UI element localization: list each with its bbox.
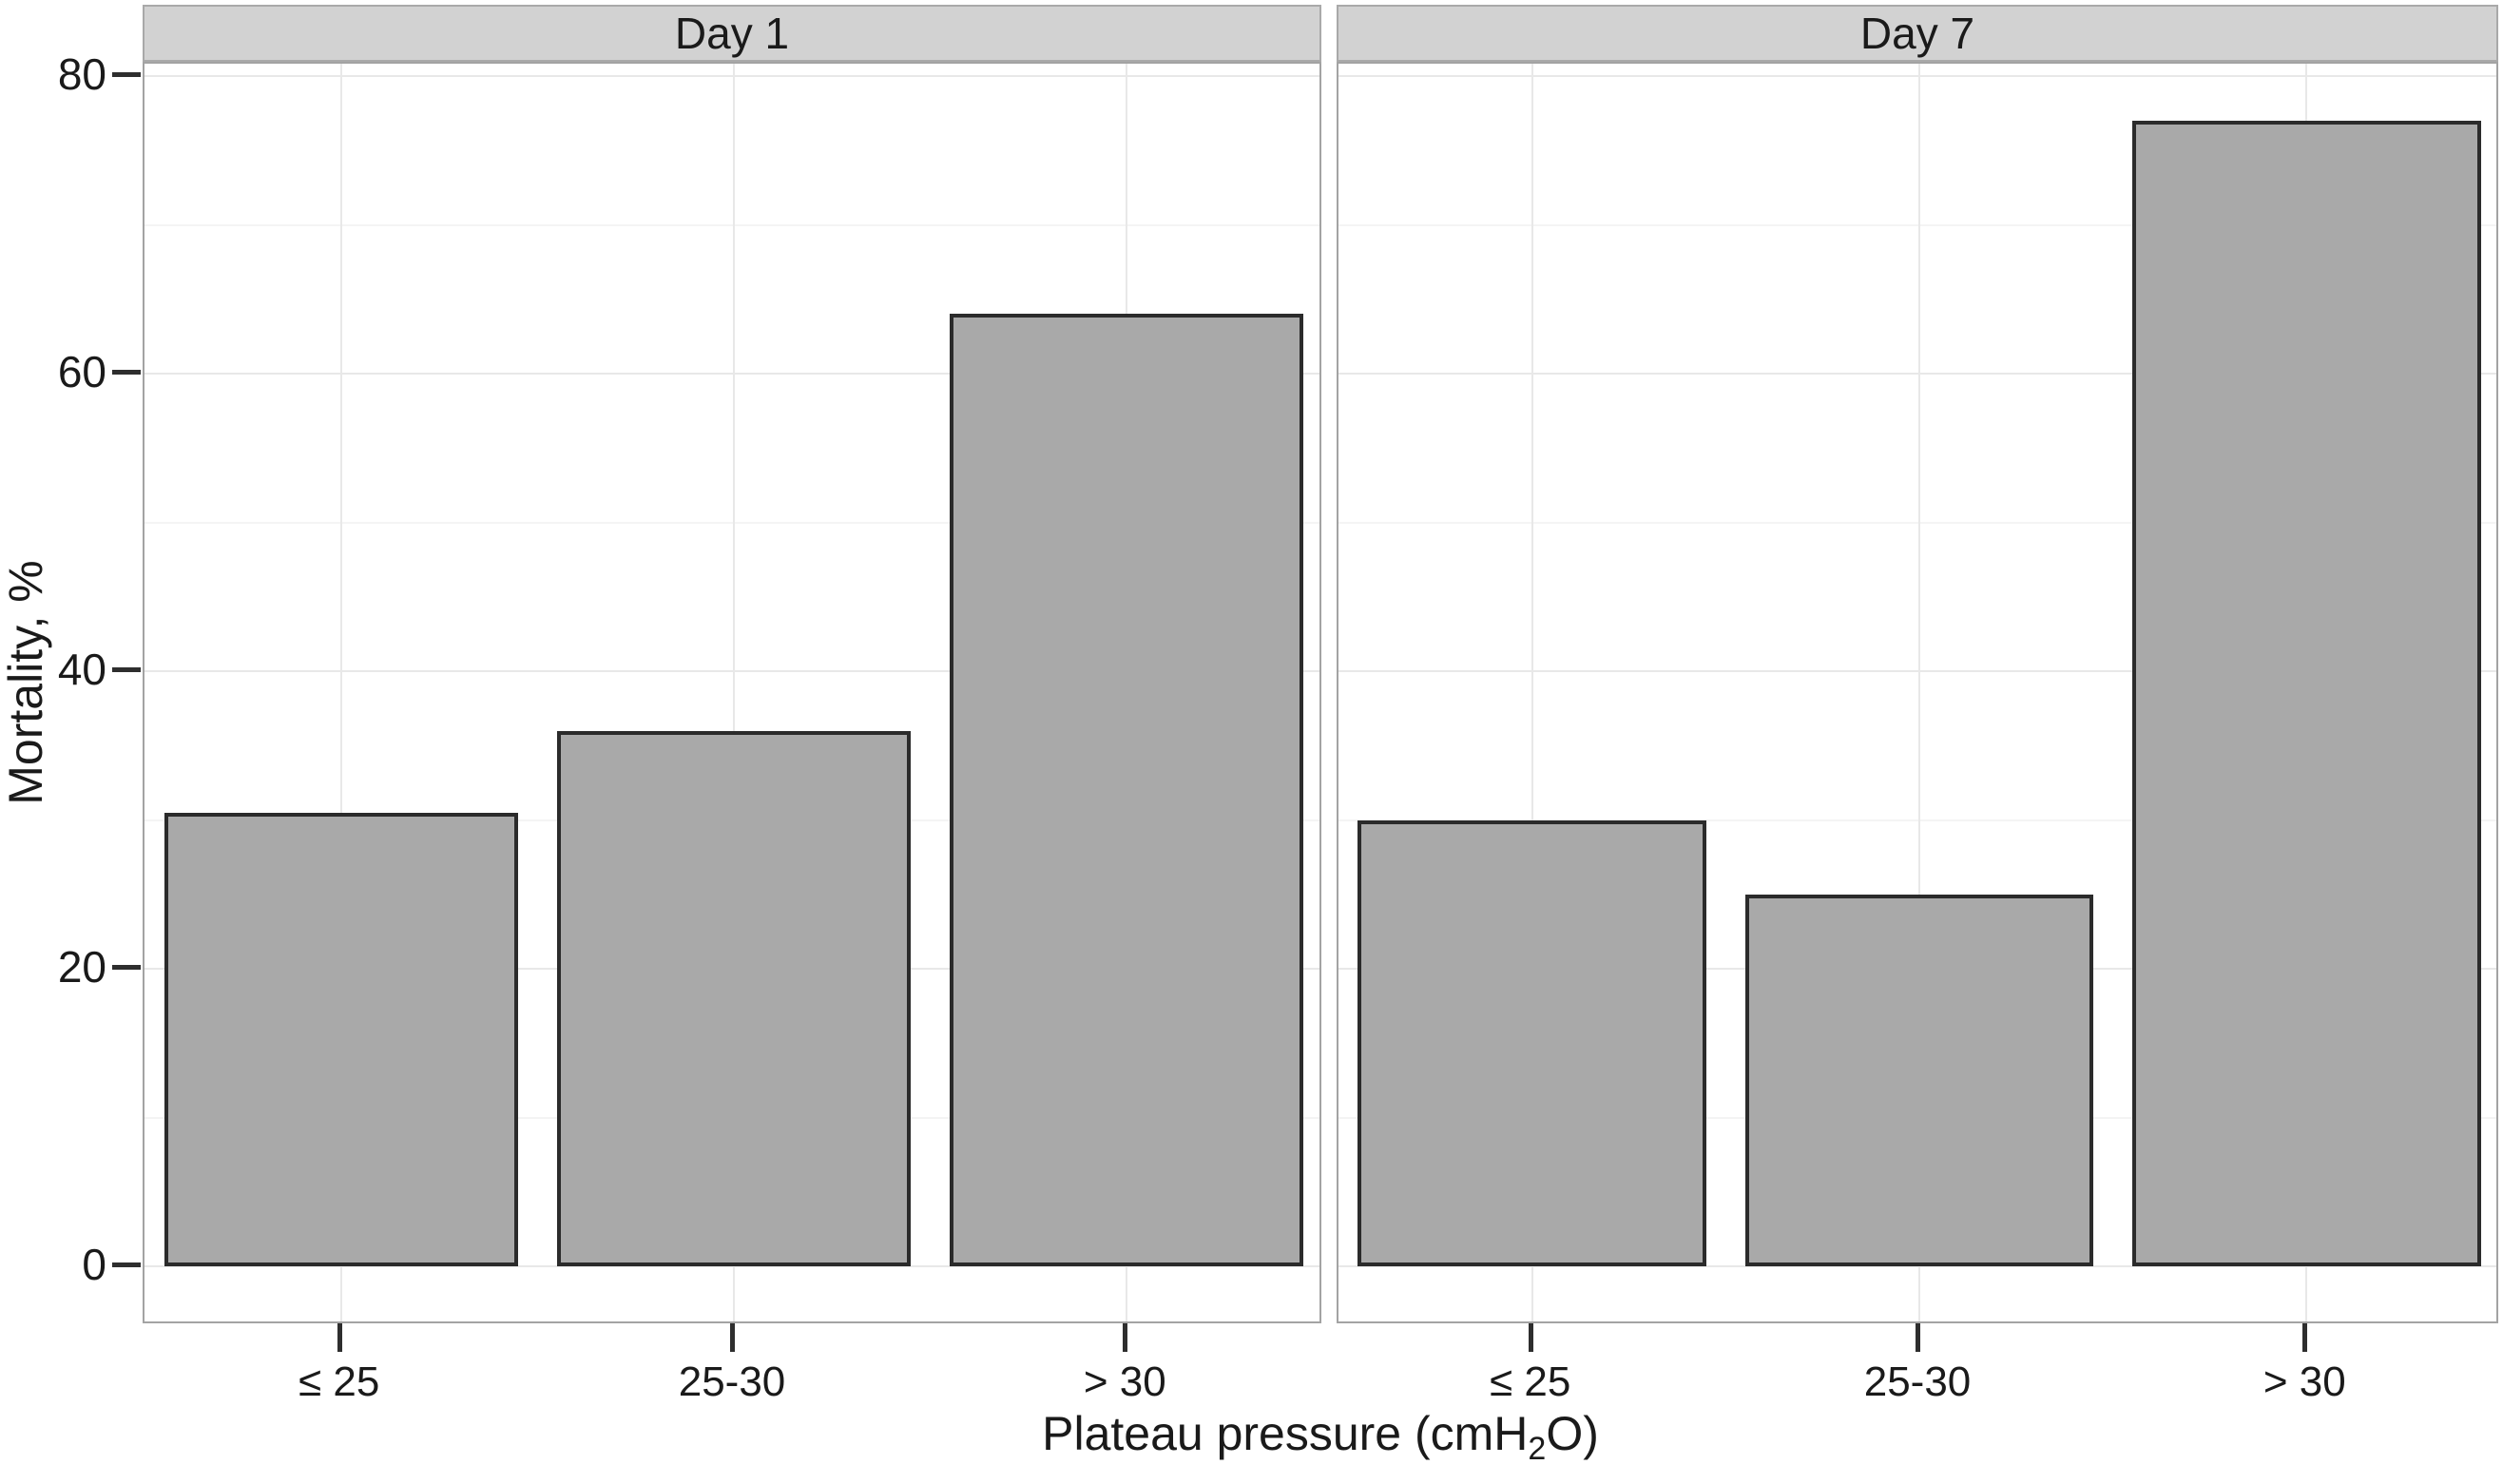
- major-gridline: [144, 670, 1319, 672]
- bar: [164, 812, 518, 1266]
- facet-strip-label: Day 1: [674, 9, 790, 58]
- y-tick-label: 20: [57, 942, 106, 992]
- facet-strip: Day 7: [1337, 5, 2498, 62]
- x-tick-mark: [1123, 1323, 1128, 1352]
- x-tick-label: > 30: [2262, 1359, 2346, 1405]
- x-axis-title-text: Plateau pressure (cmH: [1042, 1407, 1529, 1460]
- bar: [2132, 120, 2481, 1266]
- vertical-gridline: [339, 64, 342, 1321]
- major-gridline: [1338, 1265, 2496, 1267]
- major-gridline: [144, 373, 1319, 375]
- y-tick-label: 60: [57, 347, 106, 396]
- major-gridline: [144, 75, 1319, 77]
- x-tick-label: ≤ 25: [298, 1359, 380, 1405]
- bar: [1357, 819, 1706, 1266]
- y-tick-mark: [112, 965, 141, 970]
- y-tick-mark: [112, 1262, 141, 1267]
- major-gridline: [1338, 373, 2496, 375]
- minor-gridline: [1338, 223, 2496, 226]
- minor-gridline: [144, 521, 1319, 524]
- x-tick-label: 25-30: [678, 1359, 786, 1405]
- bar: [950, 314, 1304, 1266]
- x-axis-title-text-end: O): [1546, 1407, 1599, 1460]
- minor-gridline: [1338, 819, 2496, 821]
- major-gridline: [1338, 670, 2496, 672]
- panel: [143, 62, 1321, 1323]
- vertical-gridline: [733, 64, 735, 1321]
- bar: [557, 730, 911, 1266]
- y-tick-mark: [112, 72, 141, 77]
- minor-gridline: [1338, 521, 2496, 524]
- x-tick-label: 25-30: [1863, 1359, 1972, 1405]
- x-tick-mark: [2302, 1323, 2308, 1352]
- major-gridline: [1338, 75, 2496, 77]
- facet-strip-label: Day 7: [1859, 9, 1975, 58]
- vertical-gridline: [1531, 64, 1533, 1321]
- x-axis-title-subscript: 2: [1528, 1430, 1547, 1467]
- x-tick-mark: [337, 1323, 342, 1352]
- x-tick-label: > 30: [1083, 1359, 1166, 1405]
- y-tick-mark: [112, 667, 141, 672]
- major-gridline: [144, 1265, 1319, 1267]
- y-tick-label: 40: [57, 645, 106, 694]
- x-tick-mark: [730, 1323, 735, 1352]
- x-tick-mark: [1916, 1323, 1920, 1352]
- bar: [1744, 894, 2094, 1266]
- x-axis-title: Plateau pressure (cmH2O): [143, 1407, 2498, 1465]
- x-tick-mark: [1528, 1323, 1533, 1352]
- facet-strip: Day 1: [143, 5, 1321, 62]
- y-tick-label: 0: [82, 1240, 106, 1289]
- y-tick-mark: [112, 370, 141, 375]
- panel: [1337, 62, 2498, 1323]
- minor-gridline: [144, 223, 1319, 226]
- y-tick-label: 80: [57, 49, 106, 99]
- vertical-gridline: [1918, 64, 1920, 1321]
- x-tick-label: ≤ 25: [1489, 1359, 1571, 1405]
